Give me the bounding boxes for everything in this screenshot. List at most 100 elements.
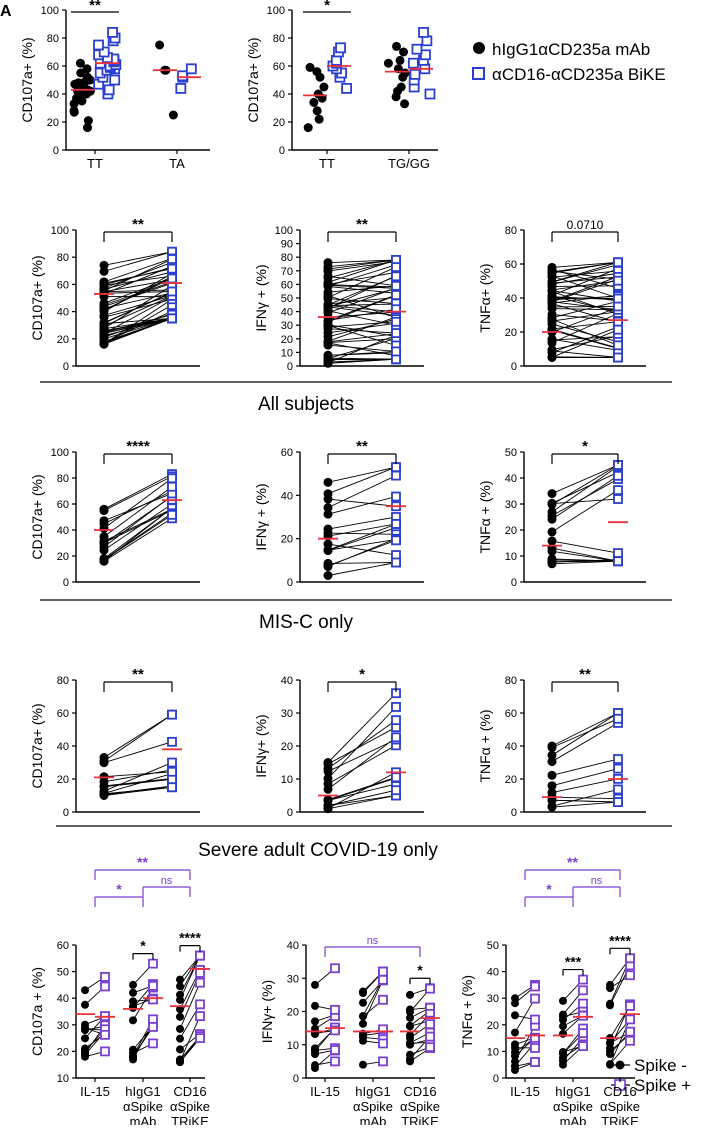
y-axis-label: IFNγ+ (%): [259, 980, 275, 1043]
pair-line: [328, 777, 396, 799]
data-point-bike: [392, 272, 400, 280]
pair-line: [104, 508, 172, 558]
data-point-spike-neg: [606, 1050, 614, 1058]
data-point-mab: [84, 116, 93, 125]
data-point-bike: [614, 326, 622, 334]
data-point-spike-neg: [176, 1045, 184, 1053]
data-point-mab: [100, 267, 109, 276]
y-tick-label: 0: [63, 361, 69, 373]
y-tick-label: 40: [287, 940, 299, 952]
section-title-all: All subjects: [258, 394, 354, 415]
data-point-bike: [614, 557, 622, 565]
y-tick-label: 50: [57, 967, 69, 979]
data-point-spike-neg: [559, 997, 567, 1005]
sig-label: **: [356, 216, 368, 233]
pair-line: [552, 779, 618, 793]
pair-line: [552, 330, 618, 358]
data-point-mab: [100, 516, 109, 525]
data-point-mab: [306, 63, 315, 72]
pair-line: [552, 759, 618, 775]
data-point-mab: [548, 489, 557, 498]
x-tick-label: IL-15: [80, 1084, 110, 1099]
data-point-spike-pos: [196, 969, 204, 977]
data-point-bike: [168, 483, 176, 491]
data-point-spike-neg: [359, 999, 367, 1007]
data-point-bike: [425, 90, 434, 99]
x-tick-label: CD16: [603, 1084, 636, 1099]
data-point-bike: [392, 703, 400, 711]
y-tick-label: 30: [281, 320, 293, 332]
data-point-spike-neg: [81, 1001, 89, 1009]
y-tick-label: 0: [287, 577, 293, 589]
y-tick-label: 70: [281, 266, 293, 278]
pair-line: [104, 504, 172, 550]
x-tick-label: IL-15: [310, 1084, 340, 1099]
data-point-mab: [548, 743, 557, 752]
y-tick-label: 30: [505, 499, 517, 511]
data-point-spike-neg: [311, 1061, 319, 1069]
data-point-bike: [168, 255, 176, 263]
data-point-spike-pos: [331, 1006, 339, 1014]
data-point-mab: [548, 527, 557, 536]
data-point-spike-pos: [531, 1058, 539, 1066]
data-point-mab: [548, 557, 557, 566]
y-tick-label: 40: [47, 89, 59, 101]
data-point-bike: [105, 85, 114, 94]
y-tick-label: 20: [505, 327, 517, 339]
sig-label: *: [546, 881, 552, 897]
pair-line: [552, 713, 618, 746]
pair-line: [328, 707, 396, 779]
sig-label: ****: [609, 932, 631, 948]
data-point-spike-neg: [311, 1017, 319, 1025]
sig-label: *: [417, 962, 423, 978]
data-point-mab: [169, 111, 178, 120]
data-point-bike: [392, 536, 400, 544]
sig-label: ns: [161, 875, 173, 887]
y-axis-label: TNFα+ (%): [477, 263, 493, 332]
legend-spike-neg-label: Spike -: [634, 1056, 687, 1075]
data-point-bike: [392, 318, 400, 326]
y-tick-label: 40: [505, 473, 517, 485]
pair-line: [104, 778, 172, 785]
y-tick-label: 40: [57, 307, 69, 319]
data-point-spike-neg: [511, 1029, 519, 1037]
sig-label: ns: [367, 935, 379, 947]
data-point-spike-pos: [196, 1012, 204, 1020]
data-point-mab: [548, 293, 557, 302]
data-point-spike-neg: [559, 1030, 567, 1038]
y-tick-label: 0: [63, 807, 69, 819]
pair-line: [104, 493, 172, 520]
y-tick-label: 60: [57, 279, 69, 291]
y-tick-label: 20: [57, 551, 69, 563]
data-point-bike: [392, 520, 400, 528]
data-point-mab: [324, 503, 333, 512]
y-axis-label: CD107a+ (%): [29, 255, 45, 340]
data-point-mab: [319, 83, 328, 92]
pair-line: [552, 713, 618, 755]
data-point-spike-pos: [626, 954, 634, 962]
x-tick-label: mAb: [560, 1114, 587, 1125]
data-point-bike: [168, 783, 176, 791]
data-point-mab: [548, 771, 557, 780]
data-point-spike-pos: [426, 1033, 434, 1041]
data-point-bike: [336, 43, 345, 52]
pair-line: [328, 325, 396, 345]
pair-line: [552, 490, 618, 532]
y-axis-label: CD107a+ (%): [19, 37, 35, 122]
data-point-mab: [548, 788, 557, 797]
x-tick-label: TA: [169, 156, 185, 171]
y-tick-label: 20: [281, 741, 293, 753]
section-title-severe: Severe adult COVID-19 only: [198, 840, 438, 861]
data-point-mab: [100, 338, 109, 347]
data-point-spike-pos: [149, 982, 157, 990]
legend-mab-marker: [473, 42, 485, 54]
data-point-bike: [176, 84, 185, 93]
pair-line: [552, 800, 618, 802]
data-point-bike: [614, 341, 622, 349]
x-tick-label: TT: [319, 156, 335, 171]
data-point-spike-pos: [531, 1044, 539, 1052]
data-point-bike: [94, 41, 103, 50]
panel-letter: A: [0, 3, 12, 20]
